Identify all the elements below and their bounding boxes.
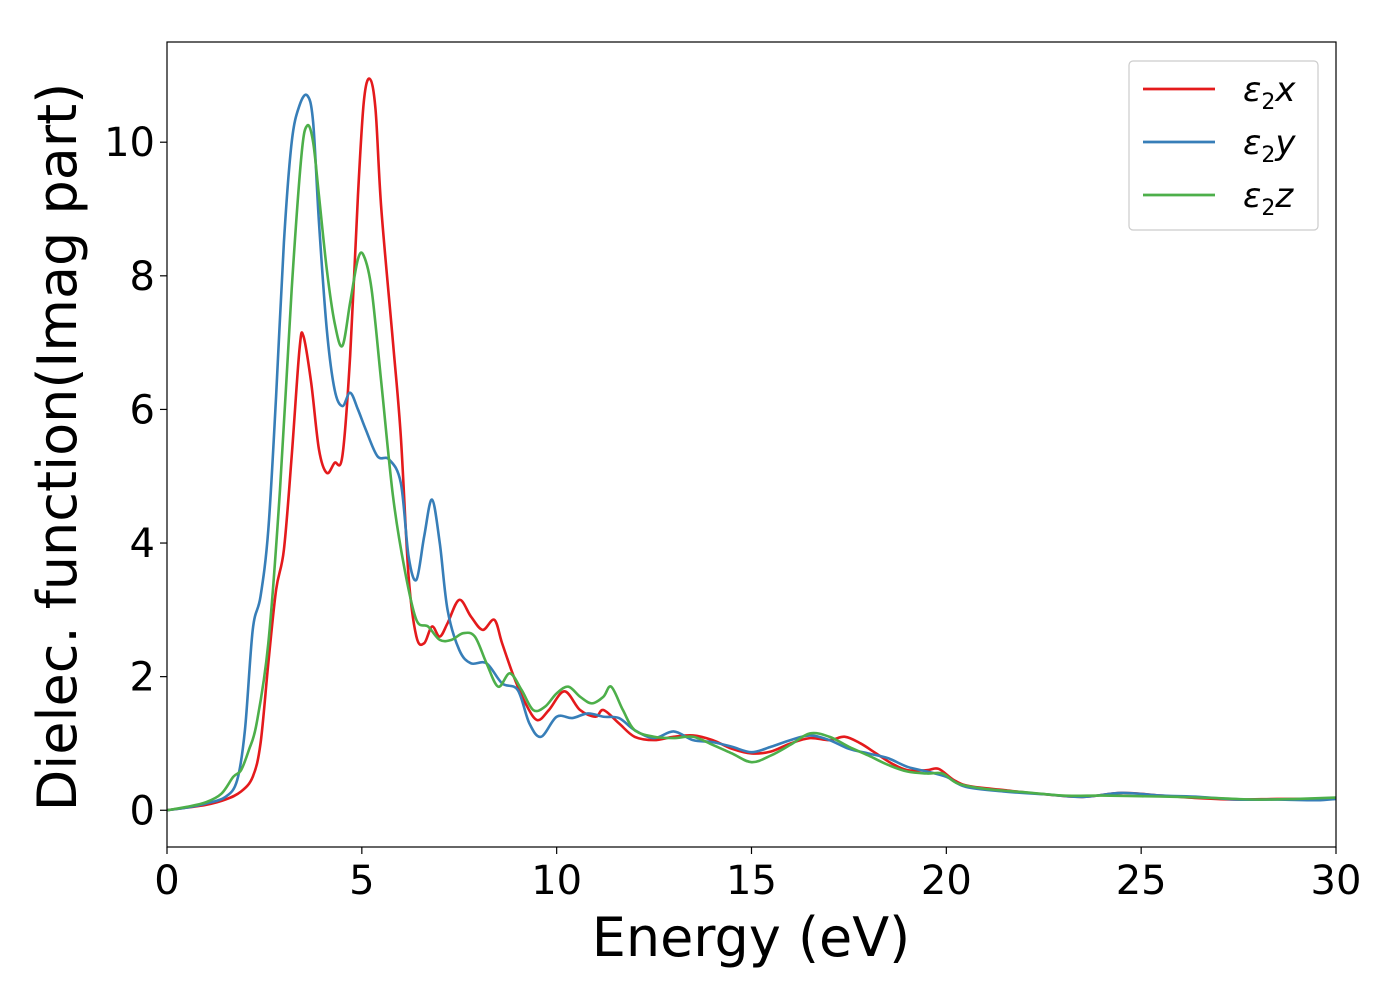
legend-label-x: ε2x [1243, 70, 1296, 115]
y-tick-label: 0 [130, 788, 155, 834]
x-tick-label: 5 [349, 858, 374, 904]
y-tick-label: 6 [130, 387, 155, 433]
y-tick-label: 2 [130, 655, 155, 701]
legend-label-y: ε2y [1243, 123, 1296, 168]
x-tick-label: 20 [921, 858, 972, 904]
x-tick-label: 0 [154, 858, 179, 904]
series-line-y [166, 93, 1337, 812]
series-layer [166, 77, 1337, 812]
y-axis-ticks: 0 2 4 6 8 10 [104, 120, 167, 834]
x-tick-label: 15 [726, 858, 777, 904]
x-tick-label: 10 [531, 858, 582, 904]
y-tick-label: 10 [104, 120, 155, 166]
x-tick-label: 30 [1311, 858, 1362, 904]
x-tick-label: 25 [1116, 858, 1167, 904]
y-axis-title: Dielec. function(Imag part) [26, 83, 89, 812]
y-tick-label: 8 [130, 254, 155, 300]
x-axis-title: Energy (eV) [592, 906, 911, 969]
legend-box [1128, 60, 1319, 231]
x-axis-ticks: 0 5 10 15 20 25 30 [154, 847, 1361, 904]
legend-label-z: ε2z [1243, 176, 1294, 221]
series-line-z [166, 123, 1337, 812]
y-tick-label: 4 [130, 521, 155, 567]
legend: ε2x ε2y ε2z [1128, 60, 1319, 231]
